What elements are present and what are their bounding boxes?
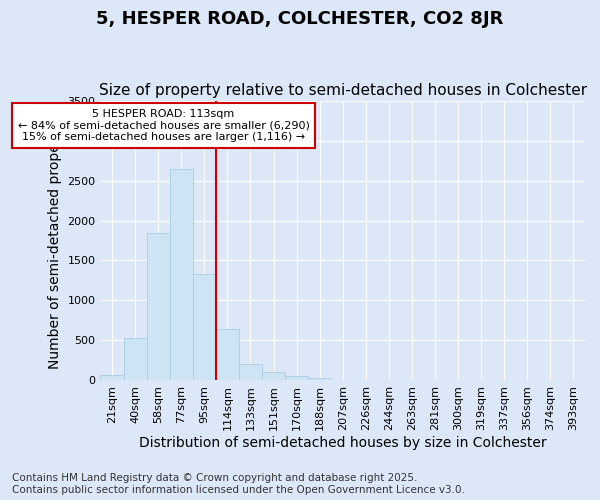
Bar [285, 376, 308, 380]
Bar [170, 168, 193, 380]
Bar [216, 330, 239, 380]
Bar [239, 364, 262, 380]
Text: 5 HESPER ROAD: 113sqm
← 84% of semi-detached houses are smaller (6,290)
15% of s: 5 HESPER ROAD: 113sqm ← 84% of semi-deta… [17, 109, 310, 142]
Text: 5, HESPER ROAD, COLCHESTER, CO2 8JR: 5, HESPER ROAD, COLCHESTER, CO2 8JR [97, 10, 503, 28]
Title: Size of property relative to semi-detached houses in Colchester: Size of property relative to semi-detach… [98, 83, 587, 98]
Text: Contains HM Land Registry data © Crown copyright and database right 2025.
Contai: Contains HM Land Registry data © Crown c… [12, 474, 465, 495]
Bar [100, 375, 124, 380]
Bar [262, 372, 285, 380]
Bar [193, 274, 216, 380]
Y-axis label: Number of semi-detached properties: Number of semi-detached properties [48, 112, 62, 369]
Bar [308, 378, 331, 380]
Bar [124, 338, 146, 380]
Bar [146, 232, 170, 380]
X-axis label: Distribution of semi-detached houses by size in Colchester: Distribution of semi-detached houses by … [139, 436, 547, 450]
